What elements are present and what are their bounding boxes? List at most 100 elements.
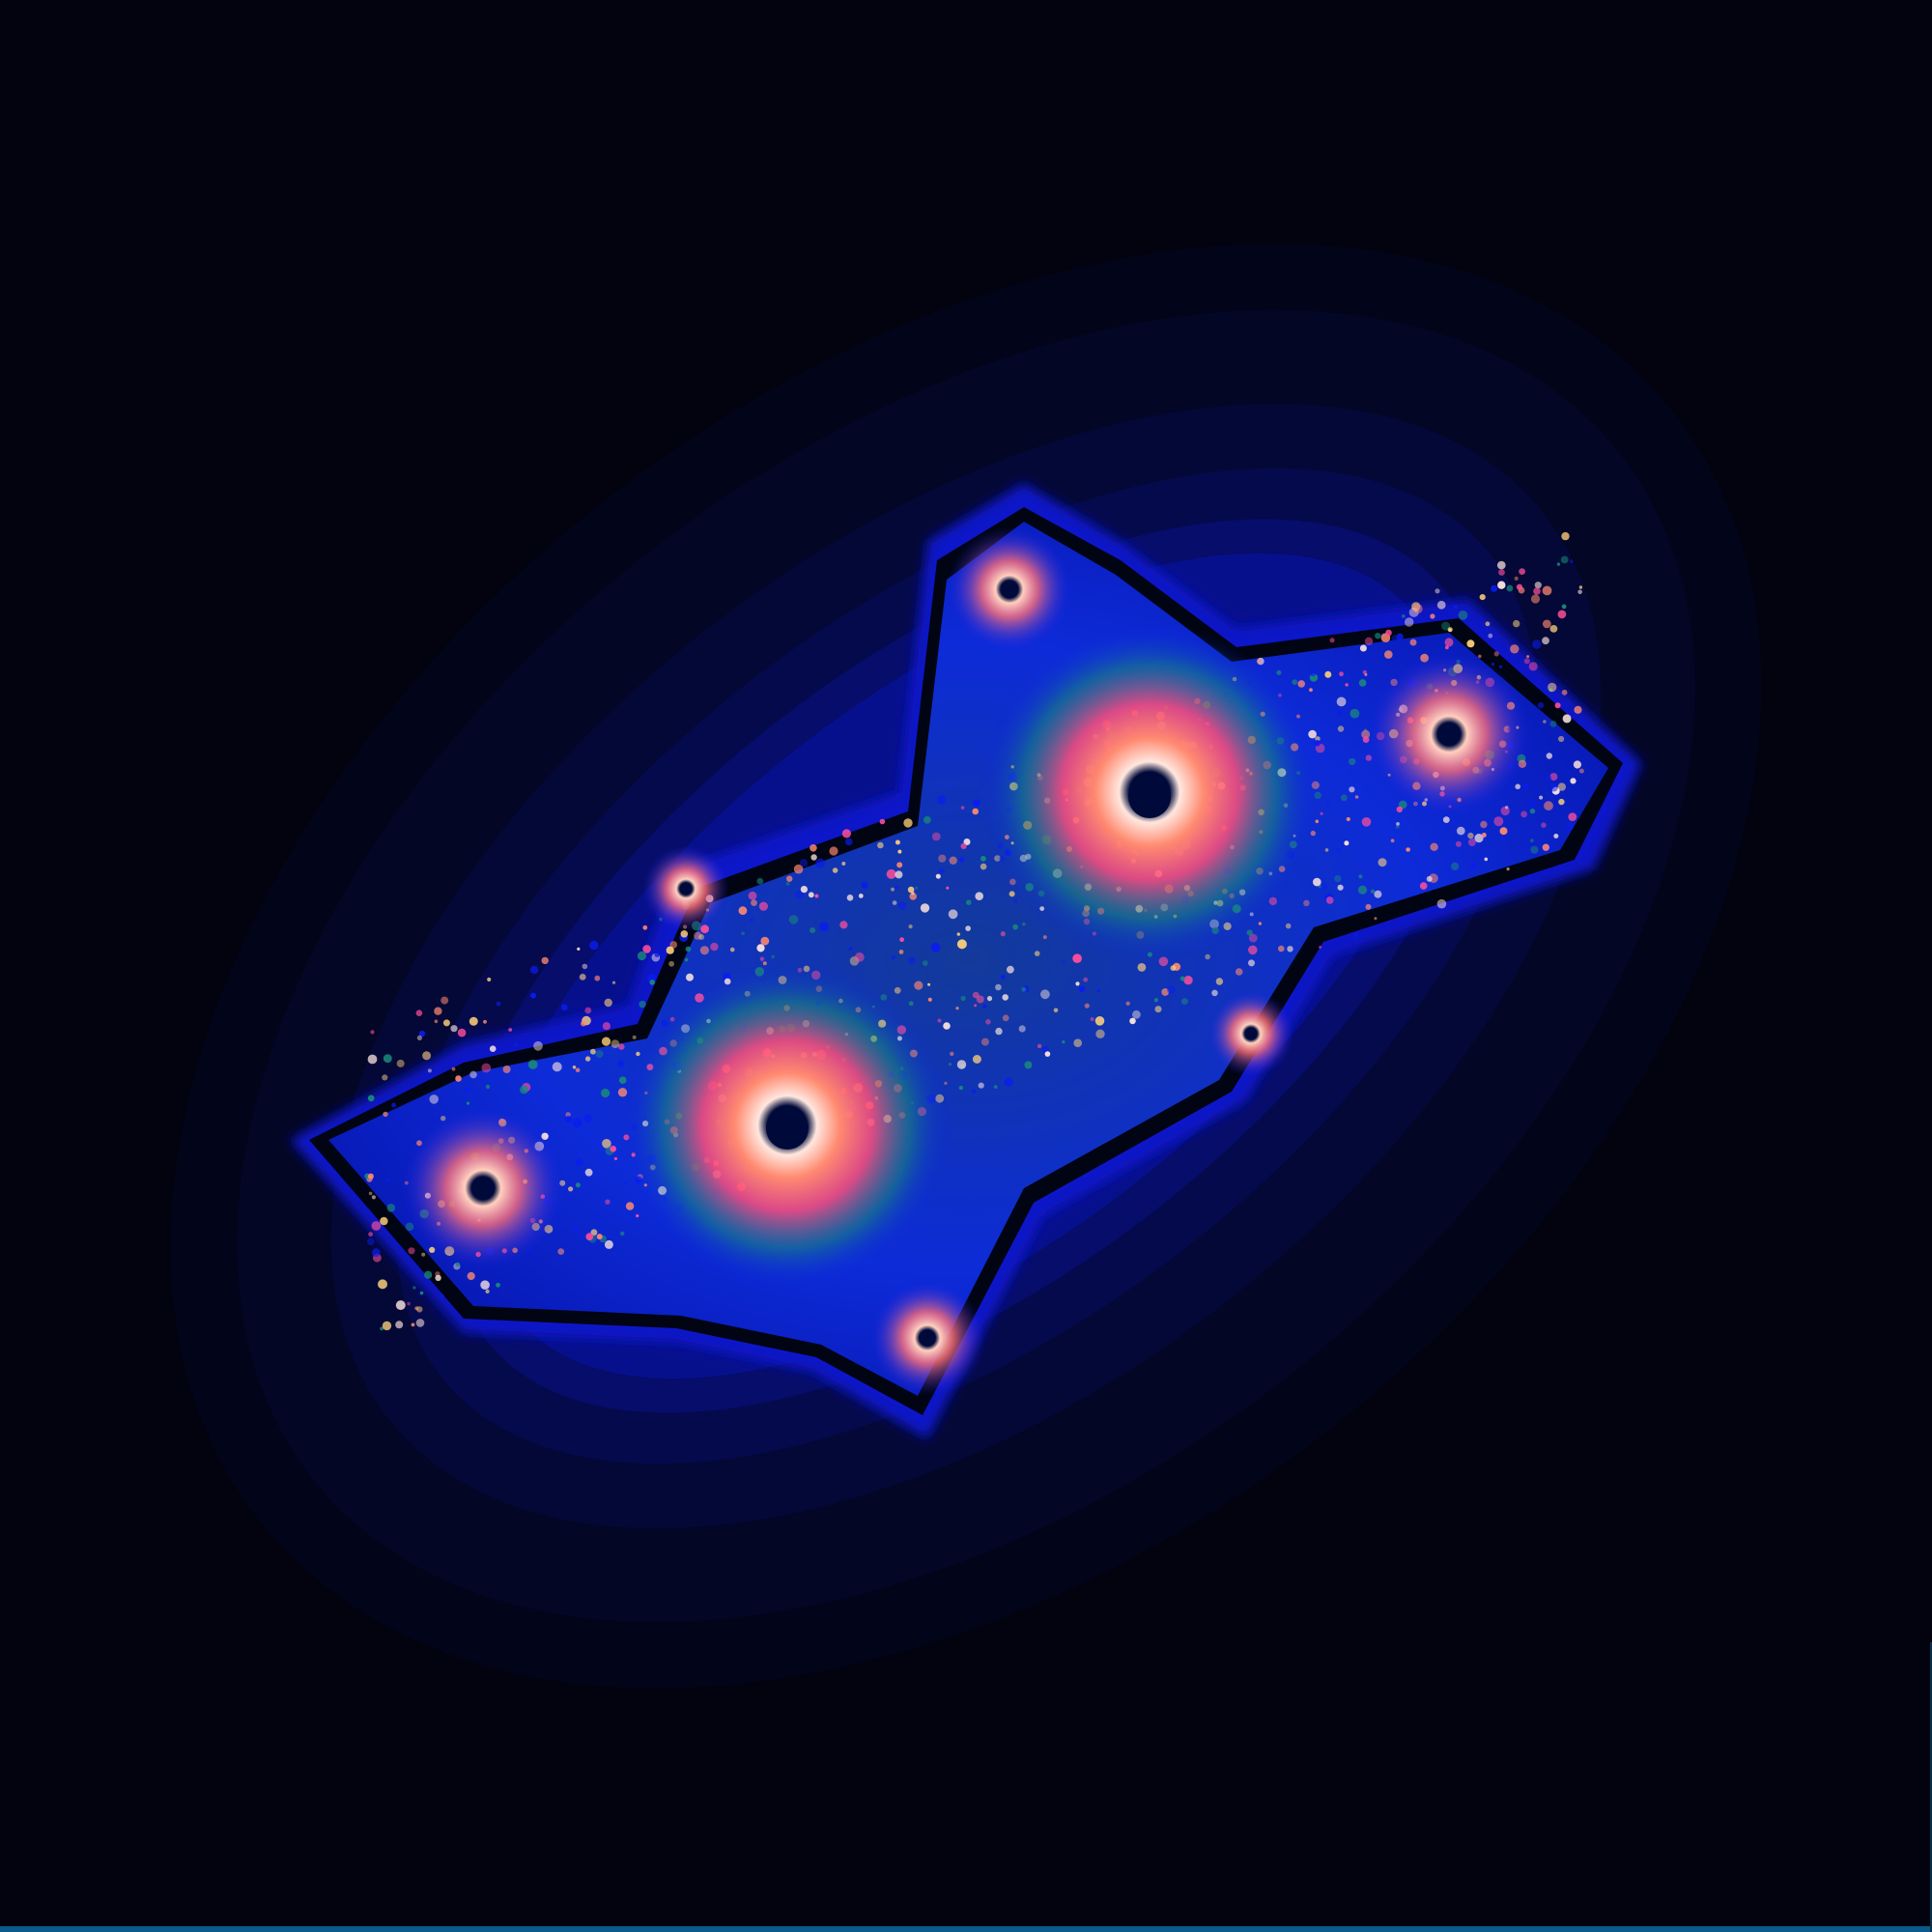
- speck: [654, 952, 660, 957]
- speck: [368, 1232, 373, 1237]
- speck: [1137, 963, 1147, 972]
- speck: [1024, 1061, 1033, 1069]
- speck: [799, 859, 809, 867]
- speck: [1530, 845, 1539, 854]
- speck: [1523, 658, 1530, 665]
- speck: [419, 1291, 424, 1295]
- speck: [429, 1094, 440, 1104]
- speck: [1361, 817, 1372, 827]
- speck: [1154, 1006, 1162, 1013]
- speck: [1467, 832, 1474, 839]
- speck: [815, 858, 825, 868]
- speck: [1395, 825, 1400, 829]
- speck: [1364, 637, 1374, 645]
- speck: [590, 1048, 596, 1055]
- speck: [980, 863, 987, 870]
- speck: [1533, 587, 1541, 595]
- speck: [686, 973, 694, 981]
- speck: [1466, 639, 1475, 648]
- speck: [943, 1022, 951, 1030]
- speck: [1539, 795, 1544, 800]
- speck: [572, 1118, 582, 1128]
- speck: [1549, 720, 1557, 727]
- speck: [617, 1088, 628, 1097]
- speck: [1488, 633, 1493, 639]
- speck: [1358, 679, 1367, 687]
- speck: [1337, 884, 1344, 891]
- speck: [1002, 1014, 1009, 1022]
- speck: [685, 946, 692, 952]
- speck: [1374, 917, 1378, 921]
- speck: [625, 1202, 635, 1210]
- speck: [1426, 875, 1433, 882]
- speck: [383, 1054, 392, 1064]
- speck: [1405, 617, 1414, 627]
- speck: [383, 1111, 388, 1118]
- speck: [908, 924, 913, 929]
- speck: [613, 1156, 618, 1161]
- speck: [1497, 581, 1506, 589]
- speck: [1350, 708, 1360, 719]
- speck: [589, 940, 599, 951]
- speck: [972, 991, 980, 999]
- speck: [1530, 594, 1541, 604]
- speck: [935, 873, 941, 879]
- speck: [1205, 953, 1210, 960]
- speck: [908, 1001, 914, 1007]
- speck: [1324, 670, 1332, 678]
- speck: [1013, 898, 1018, 903]
- speck: [1556, 562, 1561, 566]
- speck: [611, 980, 616, 984]
- speck: [1541, 822, 1547, 828]
- speck: [666, 946, 674, 954]
- speck: [1532, 639, 1542, 649]
- speck: [1510, 644, 1520, 654]
- speck: [1053, 1008, 1059, 1013]
- speck: [1385, 629, 1392, 637]
- speck: [971, 1089, 977, 1094]
- speck: [879, 818, 886, 825]
- speck: [980, 1037, 989, 1046]
- speck: [395, 1321, 404, 1329]
- speck: [435, 1274, 441, 1282]
- speck: [529, 965, 539, 975]
- speck: [1549, 773, 1558, 781]
- speck: [440, 1293, 444, 1298]
- speck: [895, 870, 903, 879]
- speck: [897, 901, 907, 910]
- speck: [938, 854, 947, 863]
- speck: [1543, 720, 1547, 724]
- speck: [1320, 811, 1323, 815]
- speck: [1248, 945, 1258, 955]
- speck: [602, 1022, 611, 1031]
- speck: [367, 1173, 374, 1179]
- speck: [795, 890, 805, 899]
- speck: [1436, 600, 1446, 610]
- speck: [1453, 605, 1458, 610]
- speck: [1467, 838, 1476, 846]
- speck: [955, 1007, 959, 1010]
- speck: [382, 1321, 392, 1331]
- speck: [1022, 923, 1026, 926]
- speck: [788, 915, 799, 924]
- speck: [844, 838, 853, 846]
- speck: [771, 954, 775, 959]
- speck: [1319, 946, 1322, 949]
- speck: [1542, 585, 1552, 596]
- speck: [898, 950, 904, 954]
- speck: [371, 1221, 382, 1231]
- speck: [669, 941, 678, 949]
- speck: [1506, 867, 1510, 871]
- speck: [368, 1191, 373, 1196]
- speck: [1303, 899, 1310, 907]
- speck: [966, 899, 972, 905]
- speck: [451, 1066, 456, 1071]
- speck: [1557, 782, 1567, 791]
- speck: [1480, 820, 1488, 829]
- speck: [1561, 604, 1567, 610]
- speck: [668, 960, 674, 967]
- speck: [963, 838, 971, 845]
- speck: [594, 1239, 599, 1244]
- speck: [1396, 822, 1400, 826]
- speck: [937, 795, 947, 805]
